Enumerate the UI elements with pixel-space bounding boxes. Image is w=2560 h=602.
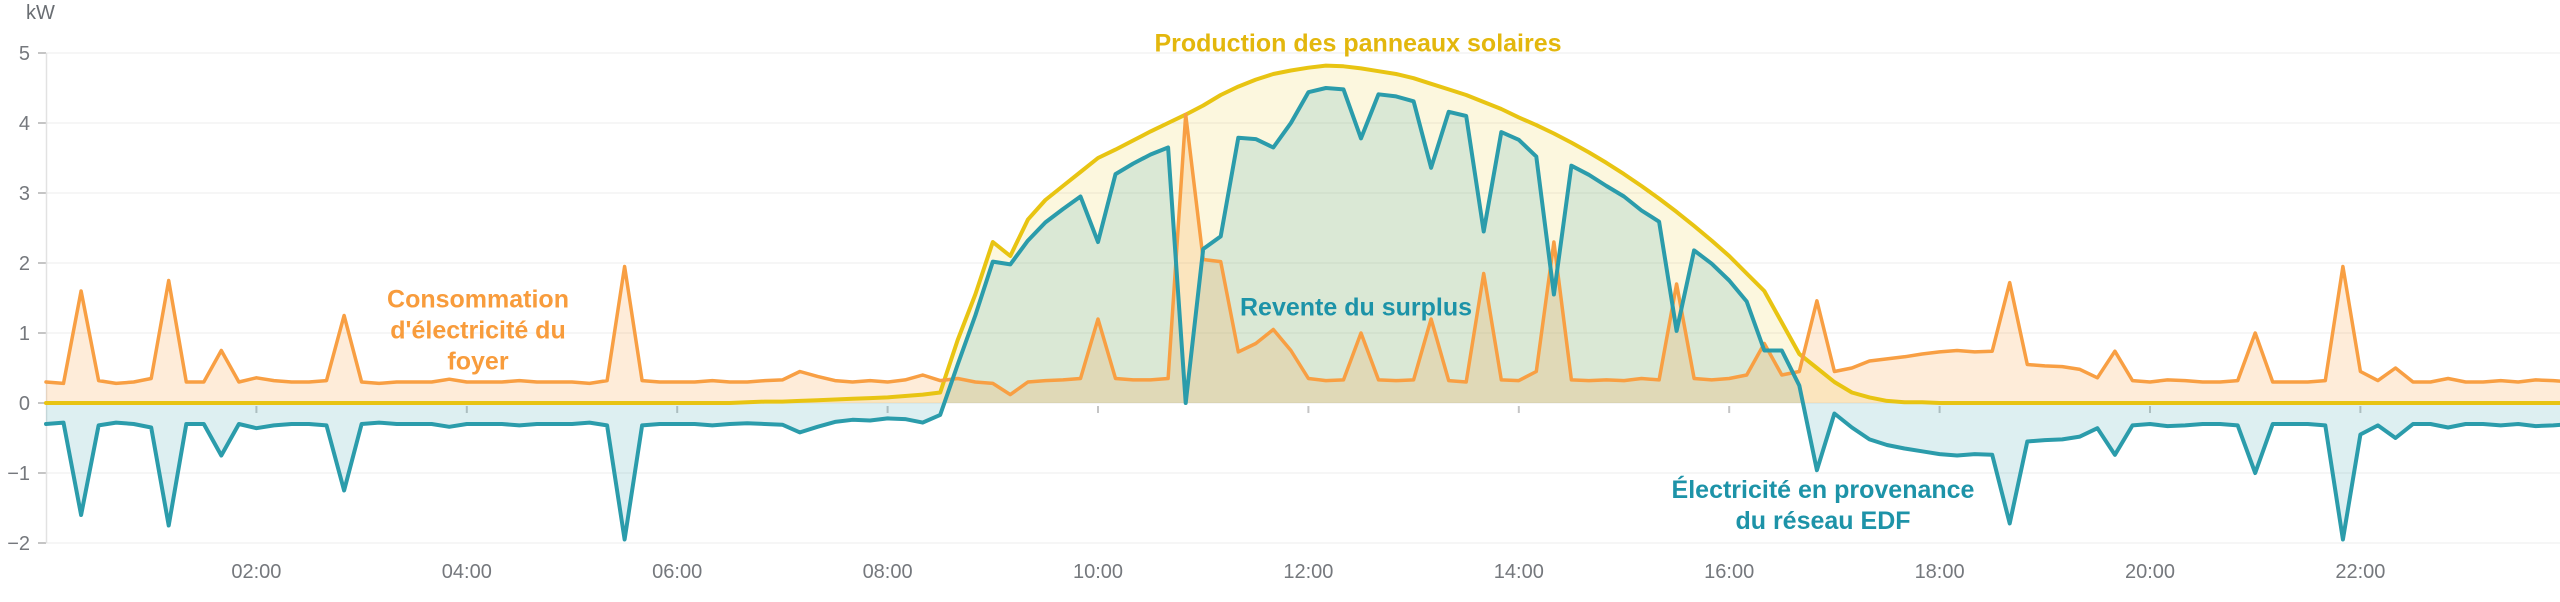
y-tick-label: 2 [19, 253, 30, 275]
production-line [44, 63, 2560, 405]
x-tick-label: 10:00 [1073, 561, 1123, 583]
series-label-solar-production: Production des panneaux solaires [1154, 29, 1562, 58]
y-tick-label: 4 [19, 113, 30, 135]
y-tick-label: 3 [19, 183, 30, 205]
x-tick-label: 02:00 [231, 561, 281, 583]
series-label-surplus-resale: Revente du surplus [1240, 293, 1472, 322]
x-tick-label: 06:00 [652, 561, 702, 583]
x-tick-label: 12:00 [1283, 561, 1333, 583]
y-tick-label: 5 [19, 43, 30, 65]
series-label-home-consumption: Consommation d'électricité du foyer [387, 285, 569, 376]
x-tick-label: 16:00 [1704, 561, 1754, 583]
y-tick-label: 0 [19, 393, 30, 415]
y-tick-label: 1 [19, 323, 30, 345]
y-tick-label: −2 [7, 533, 30, 555]
x-tick-label: 18:00 [1915, 561, 1965, 583]
x-tick-label: 22:00 [2335, 561, 2385, 583]
x-tick-label: 20:00 [2125, 561, 2175, 583]
consumption-line [44, 112, 2560, 397]
x-tick-label: 08:00 [863, 561, 913, 583]
x-tick-label: 14:00 [1494, 561, 1544, 583]
y-axis-unit-label: kW [26, 2, 55, 24]
y-tick-label: −1 [7, 463, 30, 485]
production-area [46, 65, 2560, 403]
x-tick-label: 04:00 [442, 561, 492, 583]
net-exchange-line [44, 86, 2560, 542]
series-label-grid-import: Électricité en provenance du réseau EDF [1671, 476, 1975, 535]
net-exchange-area [46, 88, 2560, 540]
